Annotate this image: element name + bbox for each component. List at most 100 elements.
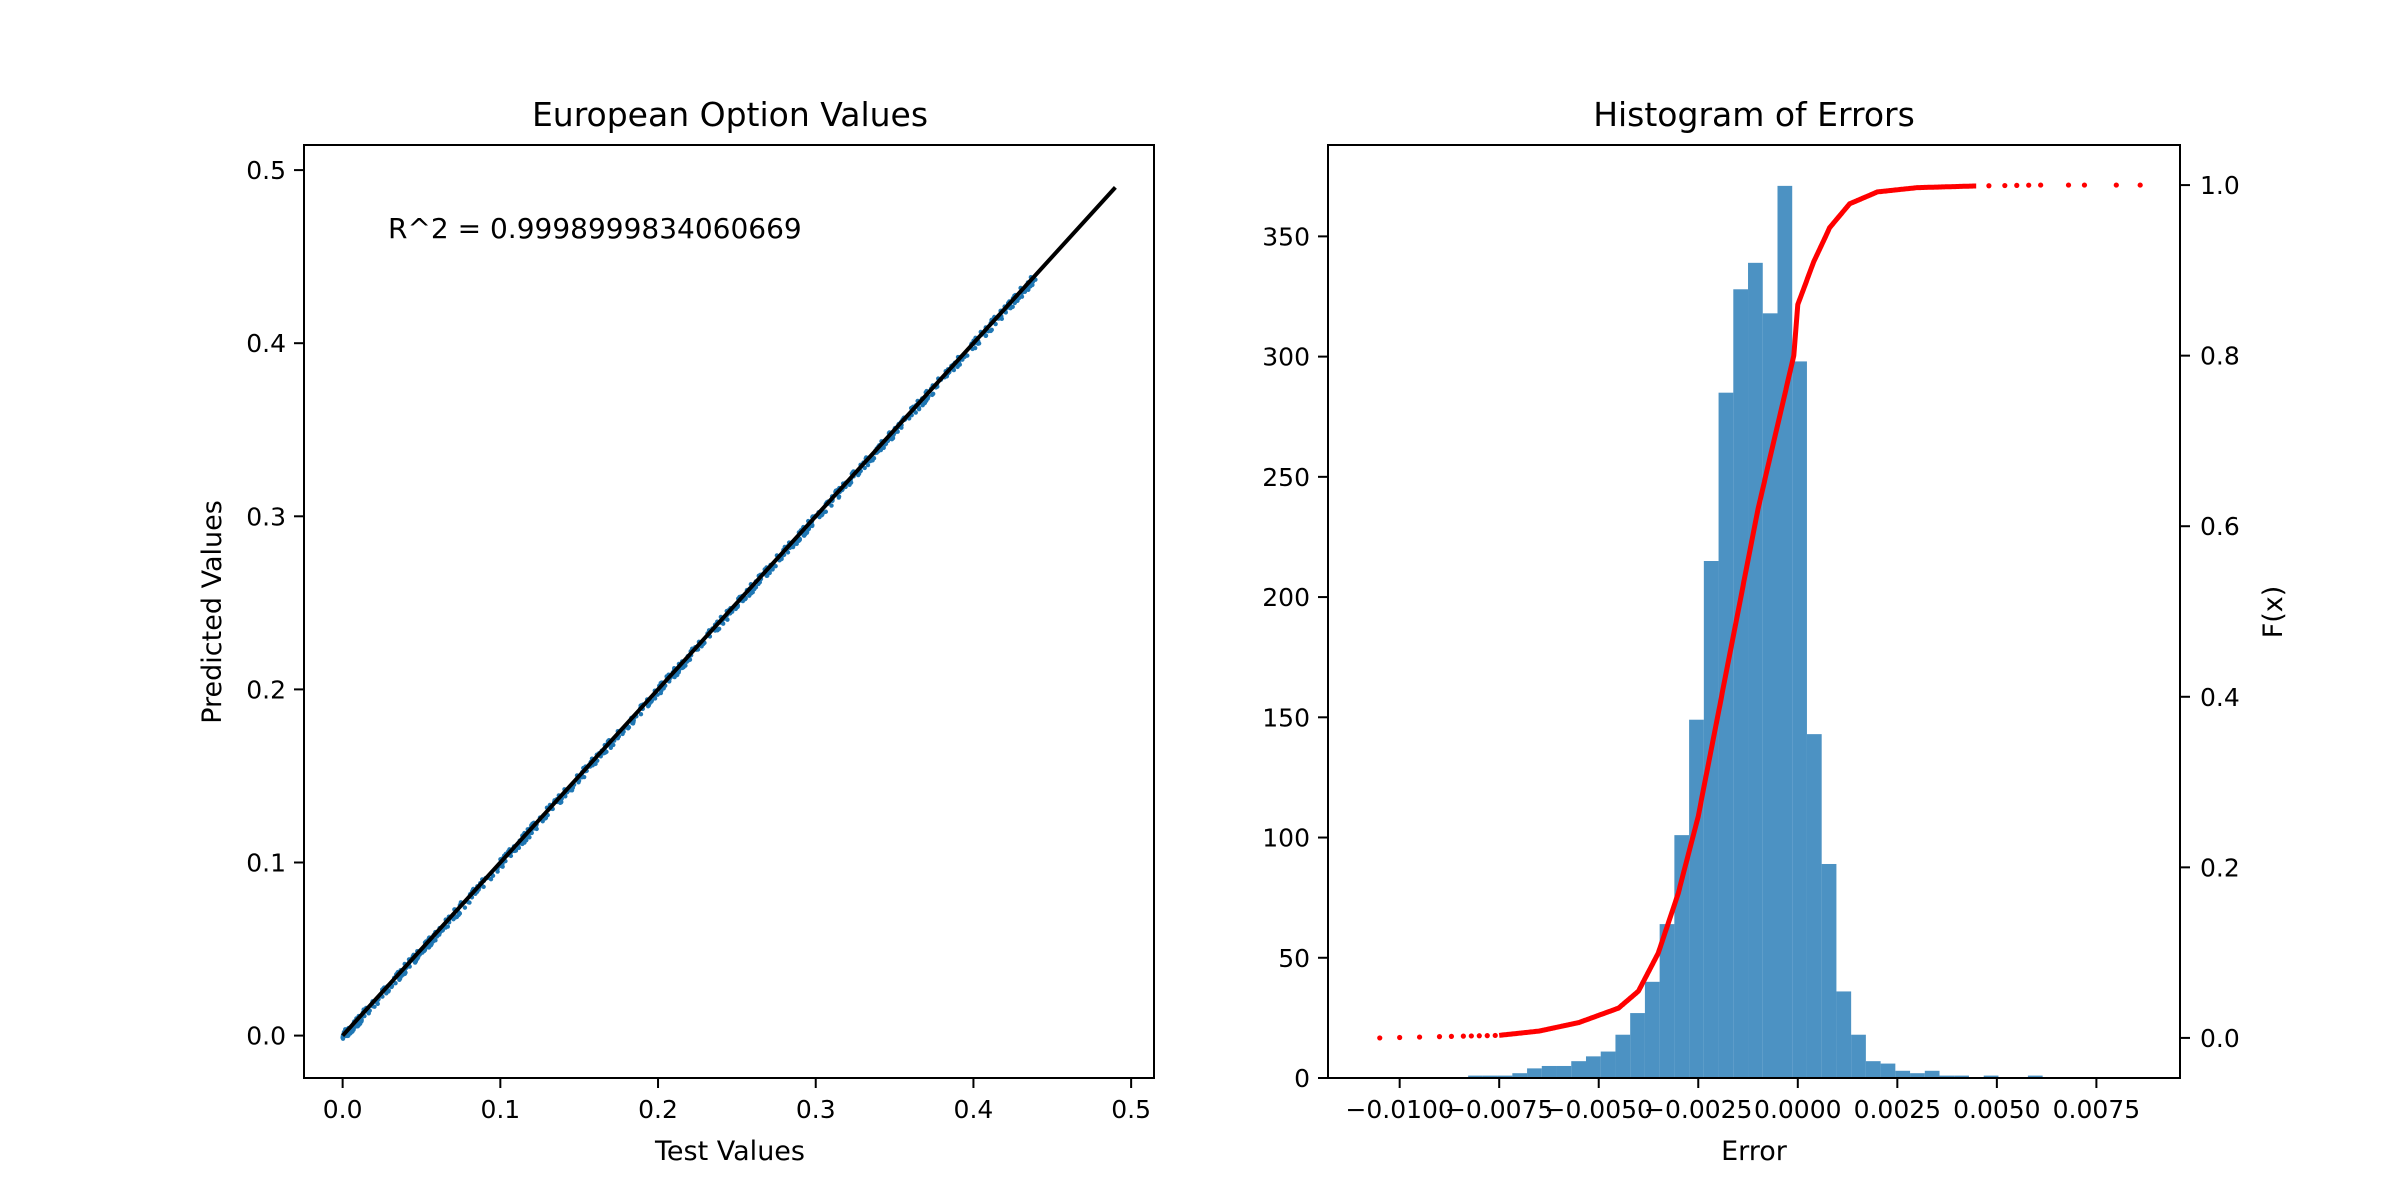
x-tick-label: −0.0075 — [1445, 1095, 1553, 1124]
scatter-point — [957, 362, 963, 367]
y-tick-label: 0.0 — [246, 1022, 286, 1051]
scatter-point — [765, 573, 770, 578]
x-tick-label: 0.0025 — [1854, 1095, 1941, 1124]
scatter-x-ticks: 0.0 0.1 0.2 0.3 0.4 0.5 — [323, 1078, 1151, 1124]
scatter-point — [965, 353, 970, 358]
histogram-bar — [1895, 1070, 1911, 1078]
y-tick-label: 150 — [1262, 703, 1310, 732]
scatter-point — [716, 626, 722, 632]
histogram-bar — [1748, 262, 1763, 1078]
y-tick-label: 100 — [1262, 824, 1310, 853]
histogram-bar — [1836, 991, 1852, 1078]
y-tick-label: 0.3 — [246, 502, 286, 531]
scatter-point — [752, 586, 757, 592]
y-tick-label: 0.2 — [246, 675, 286, 704]
x-tick-label: 0.5 — [1111, 1095, 1151, 1124]
y-tick-label: 0.5 — [246, 156, 286, 185]
histogram-bar — [1689, 719, 1704, 1078]
histogram-bar — [1733, 289, 1749, 1079]
x-tick-label: 0.4 — [954, 1095, 994, 1124]
scatter-point — [790, 544, 796, 550]
scatter-point — [920, 402, 925, 408]
histogram-bar — [1718, 392, 1734, 1078]
cdf-curve — [1497, 183, 1978, 1038]
cdf-point — [2113, 182, 2119, 188]
scatter-point — [481, 884, 486, 890]
r-squared-annotation: R^2 = 0.9998999834060669 — [388, 212, 802, 245]
scatter-point — [462, 905, 468, 910]
histogram-panel: Histogram of Errors −0.0100−0.0075−0.005… — [1262, 95, 2289, 1167]
x-tick-label: −0.0100 — [1345, 1095, 1453, 1124]
y-tick-label: 0 — [1294, 1064, 1310, 1093]
histogram-bar — [1924, 1070, 1940, 1078]
histogram-bar — [1703, 561, 1719, 1078]
x-tick-label: −0.0050 — [1545, 1095, 1653, 1124]
y-tick-label: 200 — [1262, 583, 1310, 612]
histogram-bar — [1541, 1065, 1557, 1078]
scatter-point — [630, 720, 635, 726]
histogram-bar — [1880, 1063, 1896, 1078]
histogram-bar — [1556, 1065, 1572, 1078]
scatter-point — [638, 711, 644, 717]
cdf-point — [1397, 1034, 1403, 1041]
histogram-bar — [1600, 1051, 1616, 1078]
histogram-bar — [1659, 924, 1675, 1078]
scatter-point — [500, 864, 505, 869]
scatter-point — [767, 570, 772, 576]
histogram-bar — [1865, 1061, 1881, 1078]
histogram-bar — [2027, 1075, 2043, 1078]
scatter-point — [559, 799, 564, 805]
x-tick-label: 0.1 — [480, 1095, 520, 1124]
histogram-title: Histogram of Errors — [1593, 95, 1915, 134]
cdf-point — [2026, 182, 2032, 188]
y-tick-label: 300 — [1262, 343, 1310, 372]
scatter-point — [1030, 282, 1035, 288]
x-tick-label: 0.3 — [796, 1095, 836, 1124]
y2-tick-label: 0.0 — [2200, 1024, 2240, 1053]
scatter-panel: European Option Values R^2 = 0.999899983… — [197, 95, 1155, 1167]
scatter-point — [989, 327, 994, 333]
histogram-bar — [1806, 734, 1822, 1078]
y2-tick-label: 0.6 — [2200, 512, 2240, 541]
cdf-point — [1448, 1033, 1455, 1039]
cdf-point — [1416, 1034, 1423, 1040]
scatter-point — [829, 503, 834, 508]
cdf-point — [1436, 1034, 1443, 1040]
cdf-point — [1476, 1033, 1482, 1039]
cdf-point — [1986, 183, 1992, 189]
histogram-y-ticks: 0 50 100 150 200 250 300 350 — [1262, 222, 1328, 1093]
scatter-point — [862, 465, 867, 471]
cdf-point — [2065, 182, 2072, 188]
fit-line — [341, 186, 1117, 1037]
histogram-bar — [1571, 1061, 1586, 1078]
x-tick-label: 0.0 — [323, 1095, 363, 1124]
y-tick-label: 350 — [1262, 222, 1310, 251]
y2-tick-label: 0.4 — [2200, 683, 2240, 712]
cdf-point — [1468, 1033, 1474, 1039]
scatter-point — [724, 616, 730, 622]
histogram-bar — [1821, 863, 1837, 1078]
histogram-bar — [1762, 313, 1778, 1079]
histogram-x-label: Error — [1721, 1136, 1788, 1167]
histogram-bar — [1482, 1075, 1498, 1078]
histogram-bar — [1954, 1075, 1969, 1078]
x-tick-label: 0.0050 — [1953, 1095, 2040, 1124]
x-tick-label: 0.0075 — [2053, 1095, 2140, 1124]
histogram-bars-layer — [1468, 185, 2043, 1079]
scatter-point — [972, 345, 978, 351]
histogram-bar — [1527, 1068, 1542, 1078]
histogram-bar — [1512, 1073, 1528, 1078]
scatter-point — [1026, 287, 1031, 292]
histogram-x-ticks: −0.0100−0.0075−0.0050−0.0025 0.0000 0.0025… — [1345, 1078, 2140, 1124]
histogram-bar — [1468, 1075, 1483, 1078]
histogram-bar — [1910, 1073, 1925, 1078]
cdf-point — [2014, 182, 2020, 188]
x-tick-label: 0.0000 — [1754, 1095, 1841, 1124]
scatter-point — [748, 591, 753, 596]
scatter-title: European Option Values — [532, 95, 928, 134]
y-tick-label: 0.4 — [246, 329, 286, 358]
scatter-point — [384, 991, 389, 996]
scatter-point — [983, 333, 989, 338]
histogram-bar — [1792, 361, 1807, 1079]
y-tick-label: 50 — [1278, 944, 1310, 973]
